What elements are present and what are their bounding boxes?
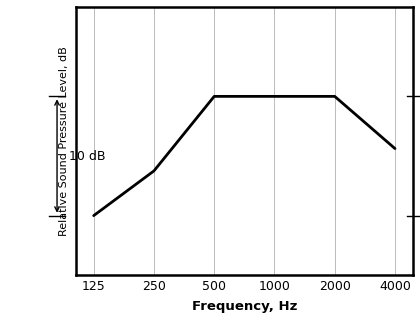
- Y-axis label: Relative Sound Pressure Level, dB: Relative Sound Pressure Level, dB: [59, 46, 68, 236]
- Text: 10 dB: 10 dB: [69, 149, 105, 163]
- X-axis label: Frequency, Hz: Frequency, Hz: [192, 300, 297, 313]
